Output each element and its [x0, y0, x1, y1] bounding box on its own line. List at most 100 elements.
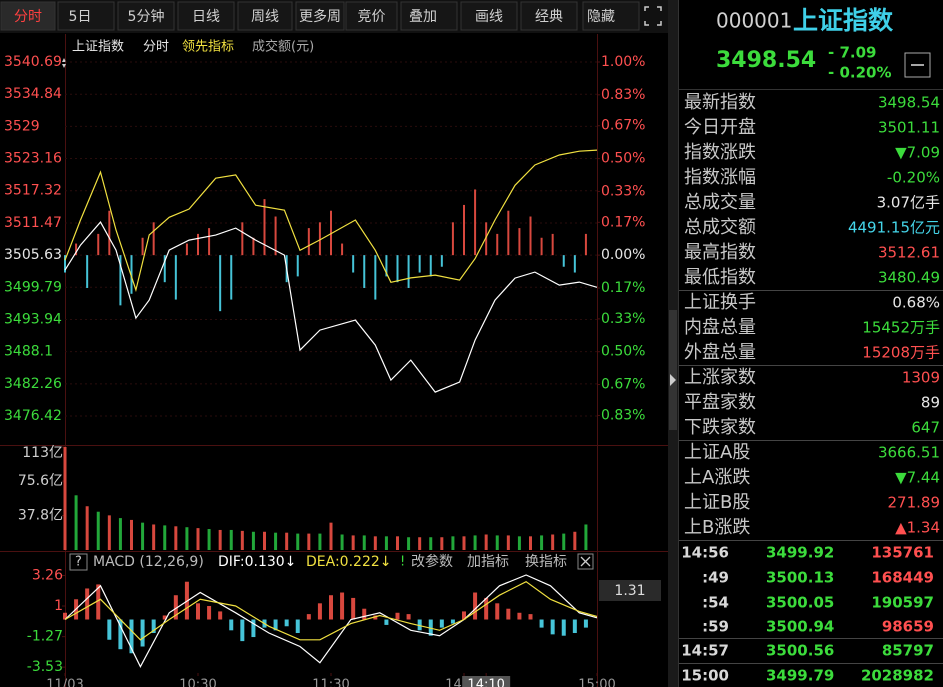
indicator-bar [562, 255, 565, 267]
tick-price: 3500.13 [766, 569, 834, 587]
macd-bar [550, 619, 555, 635]
volume-bar [362, 535, 366, 550]
x-tick-label: 15:00 [578, 678, 615, 687]
tick-time: 14:56 [681, 544, 729, 562]
row-value: 3512.61 [878, 244, 940, 262]
indicator-bar [307, 228, 310, 256]
volume-bar [130, 519, 133, 550]
indicator-bar [97, 233, 100, 256]
volume-bar [451, 536, 455, 550]
y2-tick-label: 1.00% [601, 54, 645, 70]
indicator-bar [385, 255, 388, 277]
toolbar-button-label: 画线 [475, 9, 503, 25]
close-button[interactable] [577, 553, 594, 570]
toolbar-button-label: 竞价 [358, 8, 386, 25]
volume-bar [296, 533, 300, 550]
y-tick-label: -3.53 [27, 659, 63, 675]
indicator-button[interactable]: 加指标 [467, 554, 509, 570]
toolbar-button[interactable] [582, 1, 640, 31]
toolbar-button-label: 更多周 [299, 8, 341, 25]
y2-tick-label: 0.67% [601, 377, 645, 393]
row-value: 271.89 [888, 494, 941, 512]
row-label: 最低指数 [684, 267, 756, 288]
stock-change-pct: - 0.20% [828, 64, 892, 82]
row-label: 最高指数 [684, 242, 756, 263]
volume-bar [517, 536, 521, 550]
indicator-bar [86, 255, 89, 288]
legend-entry: 分时 [143, 40, 169, 55]
row-label: 上证换手 [684, 292, 756, 313]
toolbar-button[interactable] [295, 1, 345, 31]
indicator-bar [451, 222, 454, 256]
indicator-bar [274, 216, 277, 256]
y-tick-label: 3540.69 [4, 54, 62, 70]
stock-price: 3498.54 [716, 48, 816, 73]
indicator-button[interactable]: 换指标 [525, 553, 567, 570]
y2-tick-label: 0.17% [601, 214, 645, 230]
scale-icon [62, 64, 66, 68]
toolbar-button[interactable] [345, 1, 398, 31]
macd-bar [417, 619, 422, 631]
tick-time: 15:00 [681, 667, 729, 685]
indicator-bar [174, 255, 177, 300]
legend-entry: DIF:0.130↓ [218, 554, 296, 570]
toolbar-button[interactable] [117, 1, 175, 31]
toolbar-button[interactable] [177, 1, 235, 31]
macd-bar [229, 619, 234, 631]
volume-bar [174, 526, 178, 550]
row-label: 上涨家数 [684, 367, 756, 388]
volume-bar [407, 537, 411, 550]
collapse-button[interactable] [904, 52, 931, 78]
volume-bar [429, 537, 433, 550]
indicator-bar [363, 255, 366, 288]
indicator-bar [197, 233, 199, 256]
volume-bar [418, 537, 422, 550]
row-value: 3.07亿手 [877, 194, 940, 212]
fullscreen-icon[interactable] [644, 6, 662, 26]
macd-bar [295, 619, 300, 634]
row-label: 最新指数 [684, 92, 756, 113]
legend-entry: 领先指标 [182, 40, 234, 55]
volume-bar [74, 495, 78, 550]
toolbar-button-label: 隐藏 [587, 9, 615, 25]
expand-arrow[interactable] [670, 374, 676, 386]
row-label: 上证B股 [684, 492, 750, 513]
macd-bar [462, 611, 466, 620]
macd-bar [63, 612, 67, 620]
stock-change: - 7.09 [828, 44, 876, 62]
fullscreen-corners[interactable] [644, 6, 662, 26]
row-value: 647 [911, 419, 940, 437]
row-value: 3480.49 [878, 269, 940, 287]
volume-bar [274, 532, 278, 550]
help-button[interactable] [69, 553, 88, 571]
volume-bar [196, 528, 200, 550]
row-label: 总成交量 [684, 192, 756, 213]
row-label: 下跌家数 [684, 417, 756, 438]
macd-bar [151, 619, 156, 634]
macd-bar [362, 608, 367, 620]
macd-bar [329, 595, 333, 620]
indicator-bar [485, 222, 488, 256]
y2-tick-label: 0.67% [601, 118, 645, 134]
indicator-bar [507, 210, 510, 256]
y2-tick-label: 0.83% [601, 407, 645, 423]
y-tick-label: 113亿 [22, 445, 63, 461]
volume-bar [229, 529, 233, 550]
scroll-thumb[interactable] [669, 310, 677, 430]
x-tick-label: 11/03 [46, 678, 83, 687]
indicator-button[interactable]: 改参数 [411, 553, 453, 570]
x-tick-label: 10:30 [179, 678, 216, 687]
volume-bar [384, 536, 388, 550]
macd-bar [284, 619, 289, 627]
toolbar-button[interactable] [57, 1, 115, 31]
toolbar-button[interactable] [520, 1, 578, 31]
toolbar-button[interactable] [0, 1, 56, 31]
tick-price: 3499.79 [766, 667, 834, 685]
indicator-bar [64, 255, 66, 273]
volume-bar [85, 506, 89, 550]
toolbar-button[interactable] [400, 1, 458, 31]
toolbar-button[interactable] [237, 1, 293, 31]
volume-bar [329, 522, 333, 550]
toolbar-button[interactable] [460, 1, 518, 31]
